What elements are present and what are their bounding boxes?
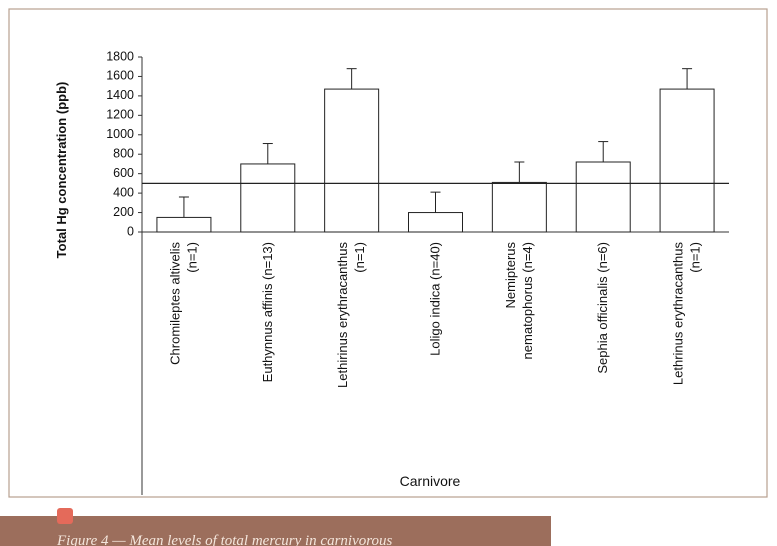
y-tick-label: 400 xyxy=(113,185,134,199)
bar xyxy=(240,163,296,233)
y-tick-label: 1800 xyxy=(106,49,134,63)
y-tick-label: 600 xyxy=(113,166,134,180)
y-axis-label: Total Hg concentration (ppb) xyxy=(54,82,69,259)
bar xyxy=(408,212,463,233)
x-tick-label: Chromileptes altivelis xyxy=(167,242,182,365)
y-tick-label: 1400 xyxy=(106,88,134,102)
x-tick-label: Nemipterus xyxy=(503,242,518,309)
x-tick-label: Lethirinus erythracanthus xyxy=(335,242,350,388)
y-tick-label: 800 xyxy=(113,147,134,161)
x-tick-label: nematophorus (n=4) xyxy=(520,242,535,359)
x-tick-label: (n=1) xyxy=(688,242,703,273)
bar xyxy=(659,88,715,233)
bar xyxy=(491,181,547,233)
bar xyxy=(575,161,631,233)
y-tick-label: 1000 xyxy=(106,127,134,141)
x-axis-label: Carnivore xyxy=(400,473,461,489)
x-tick-label: Loligo indica (n=40) xyxy=(428,242,443,356)
y-tick-label: 0 xyxy=(127,224,134,238)
y-tick-label: 1600 xyxy=(106,69,134,83)
chart-frame xyxy=(8,8,768,498)
x-tick-label: Sephia officinalis (n=6) xyxy=(595,242,610,374)
x-tick-label: (n=1) xyxy=(184,242,199,273)
caption-banner xyxy=(0,516,551,546)
y-tick-label: 200 xyxy=(113,205,134,219)
y-tick-label: 1200 xyxy=(106,108,134,122)
x-tick-label: Euthynnus affinis (n=13) xyxy=(260,242,275,382)
bar xyxy=(156,216,212,233)
caption: Figure 4 — Mean levels of total mercury … xyxy=(56,533,393,546)
x-tick-label: (n=1) xyxy=(352,242,367,273)
caption-icon xyxy=(57,508,73,524)
bar xyxy=(324,88,380,233)
x-tick-label: Lethrinus erythracanthus xyxy=(671,242,686,386)
